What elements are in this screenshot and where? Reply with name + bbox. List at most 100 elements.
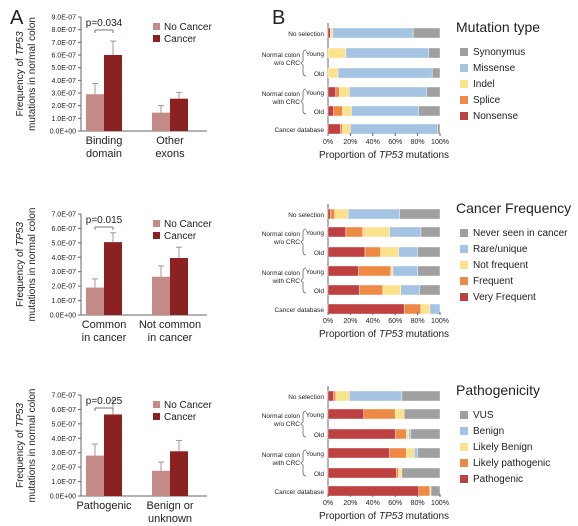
stacked-segment-likely-benign: [398, 467, 403, 479]
stacked-segment-pathogenic: [327, 390, 334, 402]
x-tick-label: 60%: [388, 500, 402, 507]
stacked-segment-synonymus: [426, 86, 441, 98]
y-axis-label: Frequency of TP53 mutations in normal col…: [15, 17, 38, 131]
y-tick-label: 1.0E-07: [51, 116, 76, 123]
stacked-segment-not-frequent: [420, 303, 431, 315]
row-label-cancer-database: Cancer database: [274, 307, 324, 314]
stacked-segment-likely-benign: [406, 428, 409, 440]
x-axis-label-gene: TP53: [379, 329, 403, 340]
row-label-young: Young: [306, 412, 325, 419]
group-brace: [300, 267, 307, 294]
y-tick-label: 3.0E-07: [51, 91, 76, 98]
stacked-segment-frequent: [403, 303, 422, 315]
stacked-segment-synonymus: [437, 123, 441, 135]
stacked-segment-never-seen-in-cancer: [420, 226, 441, 238]
row-label-old: Old: [314, 250, 325, 257]
x-tick-label: 100%: [431, 318, 449, 325]
legend-label: Benign: [473, 426, 504, 437]
y-tick-label: 7.0E-07: [51, 40, 76, 47]
x-tick-label: 0%: [323, 500, 333, 507]
x-axis-label-text: mutations: [403, 329, 449, 340]
stacked-segment-vus: [410, 428, 441, 440]
category-label: in cancer: [82, 332, 127, 344]
row-label-old: Old: [314, 432, 325, 439]
stacked-segment-vus: [401, 467, 441, 479]
y-tick-label: 5.0E-07: [51, 65, 76, 72]
x-axis-label-text: Proportion of: [319, 329, 379, 340]
legend-label: Very Frequent: [473, 292, 536, 303]
legend-label: Nonsense: [473, 111, 518, 122]
stacked-segment-benign: [414, 447, 418, 459]
stacked-segment-not-frequent: [334, 208, 349, 220]
bar-cancer: [104, 414, 122, 496]
category-label: domain: [86, 148, 122, 160]
category-label: Not common: [139, 319, 201, 331]
row-label-group: Normal colon: [262, 231, 301, 238]
y-tick-label: 5.0E-07: [51, 240, 76, 247]
x-tick-label: 80%: [411, 139, 425, 146]
bar-cancer: [104, 55, 122, 131]
stacked-segment-synonymus: [412, 27, 441, 39]
legend-swatch: [153, 413, 160, 420]
stacked-segment-missense: [332, 27, 414, 39]
bar-no-cancer: [152, 112, 170, 131]
stacked-segment-nonsense: [327, 27, 331, 39]
x-tick-label: 100%: [431, 139, 449, 146]
row-label-group: Normal colon: [262, 52, 301, 59]
p-value-annotation: p=0.015: [86, 215, 123, 226]
x-axis-label-text: Proportion of: [319, 150, 379, 161]
x-axis-label-text: Proportion of: [319, 511, 379, 522]
legend-label: Missense: [473, 63, 516, 74]
legend-swatch: [153, 23, 160, 30]
y-tick-label: 0.0E+00: [50, 494, 76, 501]
y-tick-label: 1.0E-07: [51, 479, 76, 486]
x-tick-label: 20%: [343, 500, 357, 507]
legend-label: No Cancer: [164, 219, 212, 230]
x-tick-label: 80%: [411, 500, 425, 507]
y-axis-label-gene: TP53: [15, 222, 26, 246]
group-brace: [300, 88, 307, 115]
y-tick-label: 7.0E-07: [51, 393, 76, 400]
stacked-segment-likely-benign: [395, 408, 405, 420]
stacked-segment-benign: [349, 390, 403, 402]
legend-title: Pathogenicity: [456, 382, 540, 398]
x-axis-label: Proportion of TP53 mutations: [319, 329, 449, 340]
stacked-segment-splice: [335, 86, 340, 98]
row-label-young: Young: [306, 51, 325, 58]
row-label-group: Normal colon: [262, 270, 301, 277]
y-tick-label: 8.0E-07: [51, 27, 76, 34]
x-axis-label-gene: TP53: [379, 511, 403, 522]
y-tick-label: 2.0E-07: [51, 284, 76, 291]
stacked-segment-very-frequent: [327, 226, 347, 238]
row-label-group: Normal colon: [262, 413, 301, 420]
stacked-segment-pathogenic: [327, 408, 365, 420]
panel-label-a: A: [10, 7, 24, 29]
row-label-group: w/o CRC: [273, 421, 300, 428]
stacked-segment-rare-unique: [389, 226, 422, 238]
stacked-segment-pathogenic: [327, 428, 396, 440]
category-label: Benign or: [146, 500, 193, 512]
row-label-no-selection: No selection: [288, 31, 324, 38]
y-tick-label: 4.0E-07: [51, 255, 76, 262]
legend-swatch: [460, 475, 468, 483]
stacked-segment-frequent: [345, 226, 363, 238]
row-label-old: Old: [314, 109, 325, 116]
stacked-segment-vus: [430, 485, 441, 497]
y-axis-label: Frequency of TP53 mutations in normal col…: [15, 208, 38, 322]
y-axis-label-line2: mutations in normal colon: [27, 208, 38, 322]
row-label-group: w/o CRC: [273, 60, 300, 67]
bar-cancer: [170, 258, 188, 315]
legend-label: No Cancer: [164, 22, 212, 33]
bar-cancer: [170, 98, 188, 131]
legend-title: Mutation type: [456, 19, 540, 35]
stacked-segment-vus: [403, 408, 441, 420]
y-tick-label: 3.0E-07: [51, 450, 76, 457]
y-tick-label: 6.0E-07: [51, 407, 76, 414]
y-tick-label: 2.0E-07: [51, 465, 76, 472]
x-tick-label: 80%: [411, 318, 425, 325]
stacked-segment-never-seen-in-cancer: [419, 284, 441, 296]
legend-swatch: [460, 459, 468, 467]
x-axis-label-text: mutations: [403, 150, 449, 161]
stacked-segment-pathogenic: [327, 485, 419, 497]
